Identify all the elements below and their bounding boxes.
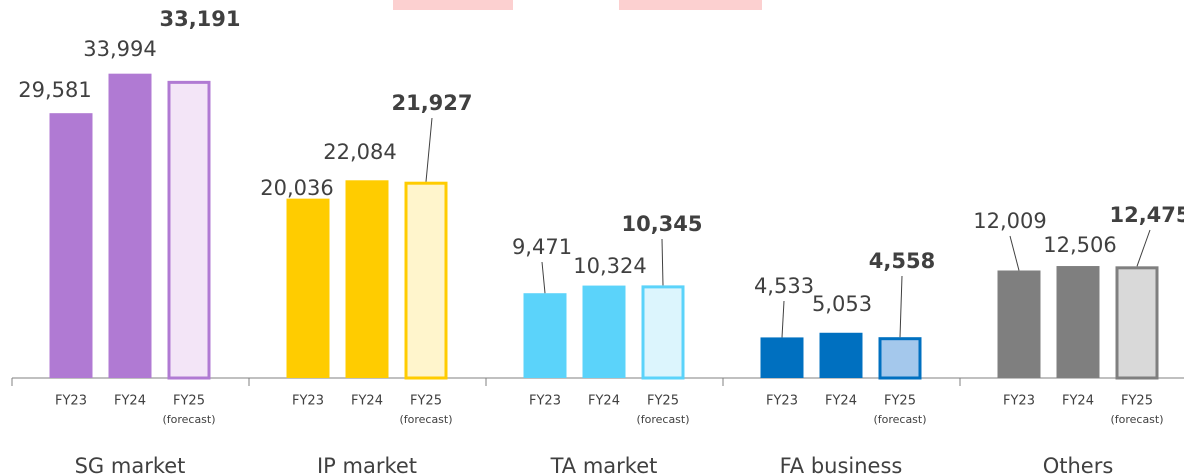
leader-line [1136, 229, 1151, 267]
group-label: TA market [550, 454, 658, 475]
bar [641, 285, 685, 380]
bar [404, 181, 448, 380]
value-label: 5,053 [812, 292, 872, 316]
x-tick-label: FY25 [884, 394, 916, 409]
x-tick-label: FY24 [351, 394, 383, 409]
value-label: 33,994 [83, 37, 156, 61]
leader-line [541, 261, 546, 294]
bar [878, 337, 922, 380]
value-label: 4,533 [754, 274, 814, 298]
x-tick-label: FY23 [292, 394, 324, 409]
group-label: Others [1043, 454, 1114, 475]
value-label: 10,324 [573, 254, 646, 278]
x-tick-label: FY23 [529, 394, 561, 409]
bar [582, 285, 626, 378]
group-label: IP market [317, 454, 417, 475]
x-tick-label: FY24 [825, 394, 857, 409]
forecast-note: (forecast) [873, 413, 926, 426]
leader-line [899, 275, 903, 338]
x-tick-label: FY25 [173, 394, 205, 409]
x-tick-label: FY23 [1003, 394, 1035, 409]
value-label: 4,558 [869, 249, 935, 273]
x-tick-label: FY24 [114, 394, 146, 409]
x-tick-label: FY23 [55, 394, 87, 409]
bar [523, 293, 567, 378]
value-label: 12,475 [1109, 203, 1184, 227]
group-label: SG market [75, 454, 186, 475]
forecast-note: (forecast) [162, 413, 215, 426]
forecast-note: (forecast) [1110, 413, 1163, 426]
bar [819, 332, 863, 378]
bar [167, 80, 211, 380]
leader-line [781, 300, 785, 338]
value-label: 12,009 [973, 209, 1046, 233]
x-tick-label: FY25 [1121, 394, 1153, 409]
highlight [393, 0, 513, 10]
x-tick-label: FY24 [588, 394, 620, 409]
highlight [619, 0, 762, 10]
leader-line [661, 238, 664, 286]
value-label: 21,927 [391, 91, 472, 115]
value-label: 22,084 [323, 140, 396, 164]
bar [286, 198, 330, 378]
bar [108, 73, 152, 378]
x-tick-label: FY23 [766, 394, 798, 409]
x-tick-label: FY25 [410, 394, 442, 409]
value-label: 9,471 [512, 235, 572, 259]
forecast-note: (forecast) [636, 413, 689, 426]
x-tick-label: FY25 [647, 394, 679, 409]
bar [1056, 266, 1100, 378]
bar [345, 180, 389, 378]
bar [997, 270, 1041, 378]
group-label: FA business [780, 454, 903, 475]
value-label: 33,191 [159, 7, 240, 31]
bar [49, 113, 93, 378]
value-label: 20,036 [260, 176, 333, 200]
leader-line [425, 117, 433, 182]
value-label: 10,345 [621, 212, 702, 236]
bar [760, 337, 804, 378]
forecast-note: (forecast) [399, 413, 452, 426]
leader-line [1009, 235, 1020, 271]
x-tick-label: FY24 [1062, 394, 1094, 409]
value-label: 12,506 [1043, 233, 1116, 257]
bar [1115, 266, 1159, 380]
value-label: 29,581 [18, 78, 91, 102]
